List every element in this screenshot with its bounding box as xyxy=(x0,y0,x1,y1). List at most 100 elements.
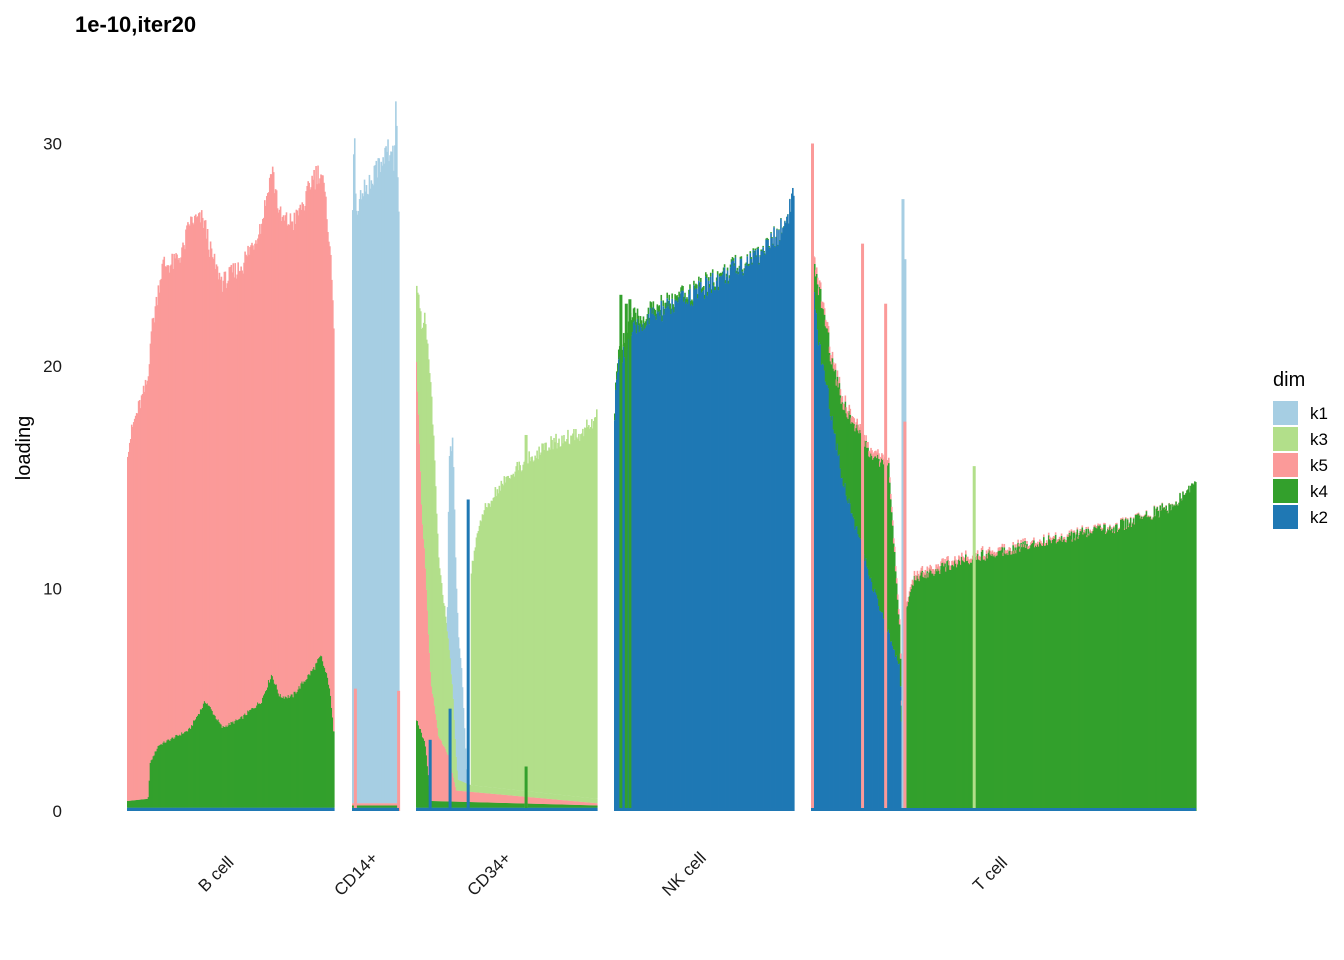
bar-segment-k4 xyxy=(743,268,746,271)
spike-bar-k4 xyxy=(619,294,623,811)
bar-segment-k3 xyxy=(558,438,560,795)
bar-segment-k4 xyxy=(873,458,875,593)
bar-segment-k5 xyxy=(871,450,873,456)
bar-segment-k4 xyxy=(1044,545,1047,811)
bar-segment-k1 xyxy=(446,607,449,632)
bar-segment-k4 xyxy=(167,739,169,808)
bar-segment-k4 xyxy=(915,580,918,811)
bar-segment-k4 xyxy=(200,709,203,808)
bar-segment-k5 xyxy=(1093,525,1095,528)
bar-segment-k3 xyxy=(546,450,548,794)
bar-segment-k5 xyxy=(988,546,991,551)
bar-segment-k5 xyxy=(457,790,460,802)
bar-segment-k5 xyxy=(533,797,535,804)
bar-segment-k3 xyxy=(570,795,572,801)
bar-segment-k4 xyxy=(1104,524,1106,811)
bar-segment-k4 xyxy=(421,737,424,808)
bar-segment-k3 xyxy=(480,521,483,787)
bar-segment-k5 xyxy=(362,803,365,806)
bar-segment-k2 xyxy=(823,370,826,811)
bar-segment-k5 xyxy=(892,538,895,544)
bar-segment-k5 xyxy=(465,791,468,802)
bar-segment-k5 xyxy=(171,253,173,738)
bar-segment-k5 xyxy=(294,223,297,692)
bar-segment-k3 xyxy=(542,792,544,799)
bar-segment-k2 xyxy=(719,275,722,812)
bar-segment-k4 xyxy=(753,250,756,253)
bar-segment-k4 xyxy=(138,799,141,808)
bar-segment-k4 xyxy=(554,804,556,808)
bar-segment-k5 xyxy=(941,558,943,564)
bar-segment-k4 xyxy=(325,672,327,808)
bar-segment-k5 xyxy=(571,800,573,805)
bar-segment-k4 xyxy=(841,402,844,478)
bar-segment-k2 xyxy=(651,313,654,811)
bar-segment-k5 xyxy=(503,794,506,803)
bar-segment-k4 xyxy=(1113,527,1115,811)
bar-segment-k5 xyxy=(323,182,325,666)
bar-segment-k2 xyxy=(892,649,895,811)
bar-segment-k2 xyxy=(669,308,671,811)
bar-segment-k4 xyxy=(733,263,736,266)
bar-segment-k3 xyxy=(530,791,532,798)
bar-segment-k4 xyxy=(835,385,838,451)
bar-segment-k3 xyxy=(578,433,580,797)
bar-segment-k4 xyxy=(678,291,680,297)
bar-segment-k5 xyxy=(364,803,367,806)
spike-bar-k3 xyxy=(972,466,976,812)
bar-segment-k5 xyxy=(352,803,355,806)
bar-segment-k5 xyxy=(863,434,865,441)
legend-label-k4: k4 xyxy=(1310,482,1328,501)
bar-segment-k5 xyxy=(957,560,959,565)
bar-segment-k4 xyxy=(1065,542,1068,811)
bar-segment-k5 xyxy=(1094,524,1096,527)
bar-segment-k4 xyxy=(832,368,835,430)
bar-segment-k5 xyxy=(289,213,292,697)
bar-segment-k4 xyxy=(744,263,747,266)
bar-segment-k5 xyxy=(580,801,582,806)
bar-segment-k4 xyxy=(274,684,277,808)
bar-segment-k2 xyxy=(875,592,877,811)
bar-segment-k1 xyxy=(352,210,354,804)
bar-segment-k5 xyxy=(1028,546,1030,550)
bar-segment-k5 xyxy=(583,802,585,806)
bar-segment-k5 xyxy=(938,566,940,571)
bar-area xyxy=(127,101,1197,812)
bar-segment-k4 xyxy=(1091,533,1093,811)
bar-segment-k4 xyxy=(871,455,873,582)
bar-segment-k4 xyxy=(185,731,187,808)
bar-segment-k2 xyxy=(822,364,825,811)
x-axis: B cell CD14+ CD34+ NK cell T cell xyxy=(195,848,1011,900)
bar-segment-k2 xyxy=(755,256,758,811)
bar-segment-k4 xyxy=(880,462,882,612)
bar-segment-k2 xyxy=(656,310,659,811)
x-tick-label: CD34+ xyxy=(464,848,515,899)
bar-segment-k5 xyxy=(1066,534,1069,537)
bar-segment-k4 xyxy=(1061,541,1064,811)
bar-segment-k4 xyxy=(824,326,827,382)
bar-segment-k4 xyxy=(222,725,225,808)
bar-segment-k3 xyxy=(593,798,595,803)
bar-segment-k5 xyxy=(372,803,375,806)
bar-segment-k5 xyxy=(384,803,386,806)
bar-segment-k5 xyxy=(913,570,916,576)
spike-bar-k5 xyxy=(353,688,357,812)
bar-segment-k4 xyxy=(855,428,858,527)
bar-segment-k4 xyxy=(779,240,781,241)
legend-label-k5: k5 xyxy=(1310,456,1328,475)
bar-segment-k4 xyxy=(757,246,759,249)
bar-segment-k4 xyxy=(1166,510,1168,811)
bar-segment-k5 xyxy=(1017,539,1019,543)
bar-segment-k5 xyxy=(939,569,941,574)
bar-segment-k4 xyxy=(1164,509,1166,811)
bar-segment-k4 xyxy=(129,800,132,808)
bar-segment-k2 xyxy=(743,270,746,811)
bar-segment-k4 xyxy=(547,804,549,808)
bar-segment-k5 xyxy=(846,411,849,418)
bar-segment-k5 xyxy=(839,389,842,396)
bar-segment-k5 xyxy=(541,798,543,804)
bar-segment-k4 xyxy=(735,270,738,274)
bar-segment-k5 xyxy=(1128,522,1131,524)
bar-segment-k4 xyxy=(864,446,866,561)
bar-segment-k4 xyxy=(745,262,748,265)
